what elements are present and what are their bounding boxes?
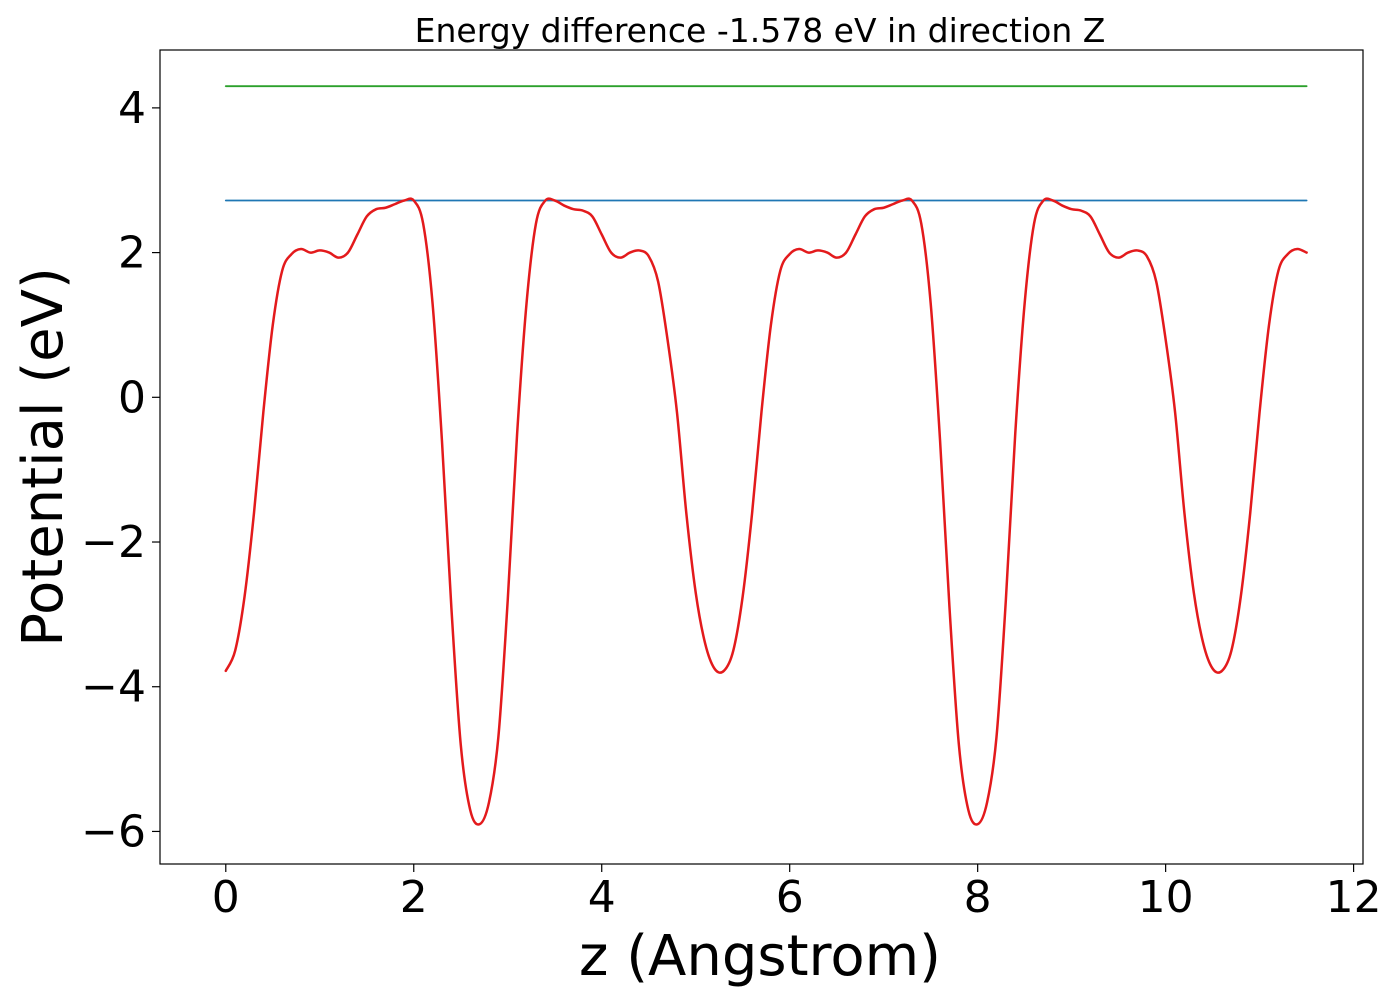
y-tick-label: 2: [118, 228, 146, 279]
x-tick-label: 10: [1138, 872, 1194, 923]
x-axis-ticks: 0 2 4 6 8 10 12: [212, 864, 1382, 923]
chart-title: Energy difference -1.578 eV in direction…: [415, 11, 1106, 50]
x-tick-label: 8: [964, 872, 992, 923]
y-tick-label: 0: [118, 372, 146, 423]
x-tick-label: 4: [588, 872, 616, 923]
x-tick-label: 2: [400, 872, 428, 923]
y-tick-label: −2: [81, 517, 146, 568]
potential-line: [224, 197, 1308, 826]
x-tick-label: 6: [776, 872, 804, 923]
series-layer: [224, 85, 1308, 826]
y-tick-label: −6: [81, 806, 146, 857]
y-axis-ticks: −6 −4 −2 0 2 4: [81, 83, 160, 857]
y-tick-label: 4: [118, 83, 146, 134]
y-axis-label: Potential (eV): [11, 267, 76, 647]
x-tick-label: 0: [212, 872, 240, 923]
x-tick-label: 12: [1326, 872, 1382, 923]
x-axis-label: z (Angstrom): [579, 924, 941, 989]
plot-area: [159, 49, 1364, 865]
y-tick-label: −4: [81, 662, 146, 713]
